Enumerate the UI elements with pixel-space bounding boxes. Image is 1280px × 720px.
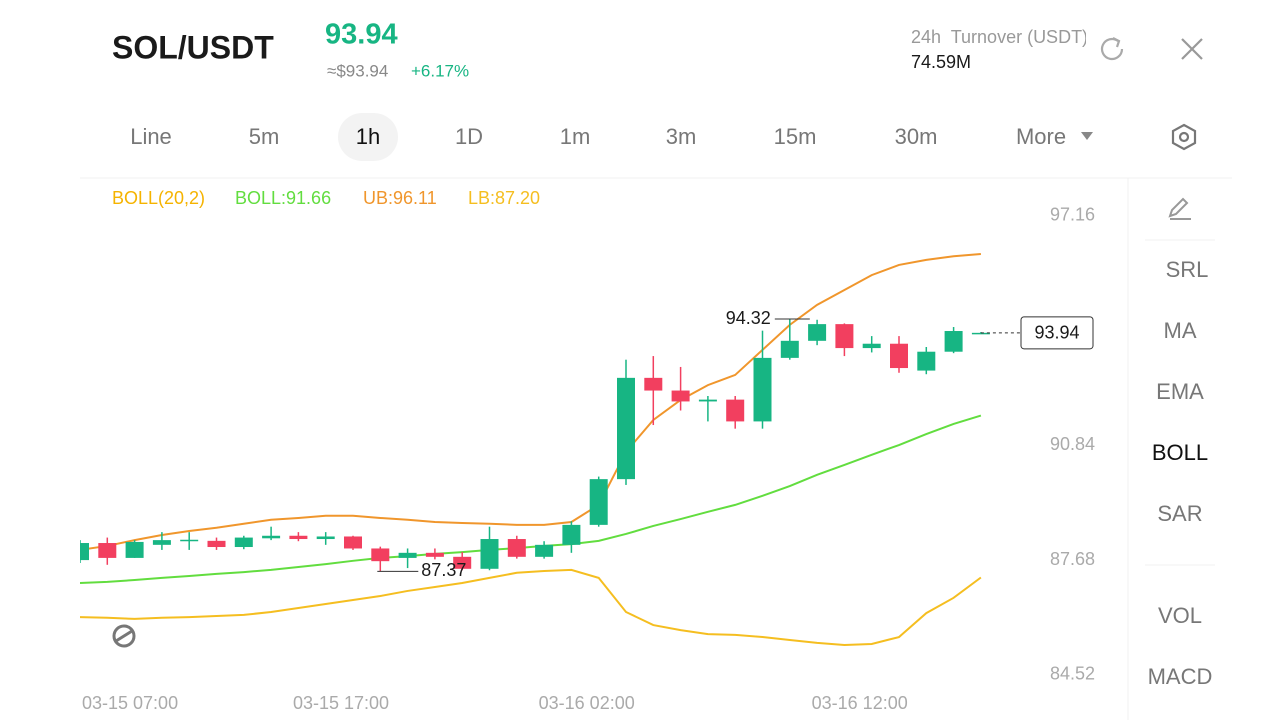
high-marker: 94.32 [726,308,771,328]
candle-body [398,552,417,558]
candle-body [289,535,308,540]
candle-body [535,544,554,557]
candle-body [80,543,89,561]
stat-label: 24h Vol (SOL) [749,27,867,47]
fiat-price: ≈$93.94 [327,61,388,80]
last-price-box [1020,316,1094,350]
close-icon[interactable] [1181,38,1203,60]
candle-body [808,324,827,341]
indicator-button[interactable]: SAR [1157,501,1202,526]
active-tab-bg [338,113,398,161]
timeframe-tab[interactable]: 30m [895,124,938,149]
stat-value: 87.37 [632,52,677,72]
timeframe-tab[interactable]: 1h [356,124,380,149]
candle-body [917,351,936,371]
candle-body [780,340,799,358]
candle-body [698,399,717,402]
x-tick-label: 03-16 02:00 [539,693,635,713]
candle-body [671,390,690,402]
candle-body [316,536,335,540]
y-tick-label: 90.84 [1050,434,1095,454]
candle-body [507,539,526,557]
timeframe-tab[interactable]: 1m [560,124,591,149]
stats: 24h High 94.32 24h Low 87.37 24h Vol (SOL) 81… [512,27,1088,72]
stat-label: 24h Turnover (USDT) [911,27,1088,47]
indicator-button[interactable]: MA [1164,318,1197,343]
x-tick-label: 03-15 17:00 [293,693,389,713]
more-caret [1081,132,1093,140]
timeframe-tab[interactable]: More [1016,124,1066,149]
stat-label: 24h Low [632,27,706,47]
low-marker: 87.37 [421,560,466,580]
stat-value: 94.32 [512,52,557,72]
candle-body [562,524,581,545]
boll-line [80,568,982,647]
chart: BOLL(20,2) BOLL:91.66 UB:96.11 LB:87.20 84.5… [80,188,1095,713]
stat-value: 74.59M [911,52,971,72]
candle-body [234,537,253,548]
y-tick-label: 84.52 [1050,664,1095,684]
candle-body [862,343,881,349]
indicator-button[interactable]: BOLL [1152,440,1208,465]
candle-body [425,552,444,557]
stat-label: 24h High [512,27,589,47]
last-price-label: 93.94 [1034,323,1079,343]
candle-body [835,324,854,349]
x-tick-label: 03-15 07:00 [82,693,178,713]
draw-icon[interactable] [1168,197,1191,220]
settings-icon[interactable] [1171,123,1197,151]
candle-body [589,479,608,525]
candle-body [453,556,472,569]
indicator-button[interactable]: SRL [1166,257,1209,282]
watermark-icon [112,624,136,648]
candle-body [480,539,499,569]
symbol: SOL/USDT [112,29,274,65]
indicator-button[interactable]: VOL [1158,603,1202,628]
candle-body [371,548,390,562]
indicator-label: BOLL(20,2) [112,188,205,208]
candle-body [262,535,281,539]
indicator-button[interactable]: EMA [1156,379,1204,404]
boll-line [80,414,982,584]
timeframe-tab[interactable]: 1D [455,124,483,149]
x-tick-label: 03-16 12:00 [812,693,908,713]
refresh-icon[interactable] [1100,37,1124,61]
y-tick-label: 97.16 [1050,205,1095,225]
stat-value: 817.01K [749,52,816,72]
candle-body [890,343,908,369]
y-tick-label: 87.68 [1050,549,1095,569]
candle-body [617,377,635,480]
legend-entry: BOLL:91.66 [235,188,331,208]
candle-body [644,377,663,391]
timeframe-tab[interactable]: Line [130,124,172,149]
candle-body [971,332,990,335]
timeframe-tab[interactable]: 5m [249,124,280,149]
timeframe-tab[interactable]: 3m [666,124,697,149]
candle-body [152,540,171,545]
timeframe-tab[interactable]: 15m [774,124,817,149]
candle-body [944,331,963,352]
candle-body [753,357,772,422]
legend-entry: UB:96.11 [363,188,437,208]
candle-body [344,536,362,549]
legend-entry: LB:87.20 [468,188,540,208]
last-price: 93.94 [325,19,398,51]
boll-line [80,253,981,551]
candle-body [180,539,199,542]
plot-area [80,253,990,647]
change: +6.17% [411,61,469,80]
candle-body [726,399,745,422]
candle-body [125,541,144,558]
candle-body [207,540,226,548]
indicator-button[interactable]: MACD [1148,664,1213,689]
candle-body [98,543,117,558]
